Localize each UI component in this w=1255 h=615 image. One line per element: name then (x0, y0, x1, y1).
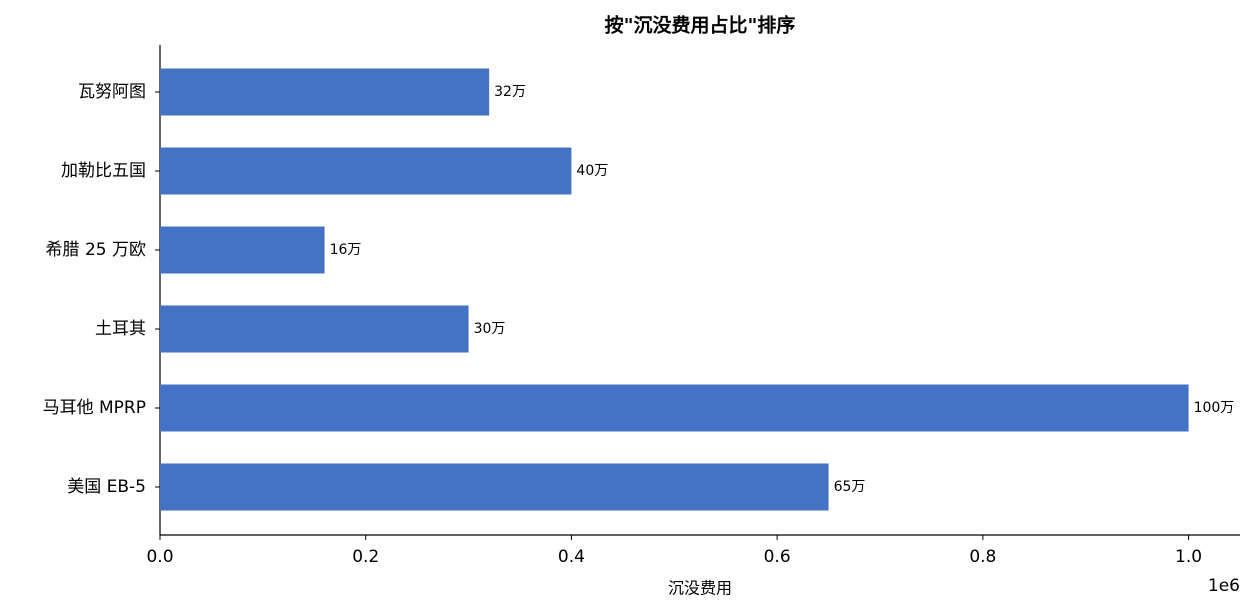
y-tick-label: 希腊 25 万欧 (46, 240, 146, 260)
value-label: 65万 (834, 479, 866, 495)
x-offset-label: 1e6 (1208, 576, 1240, 596)
x-tick-label: 0.4 (558, 547, 585, 567)
y-tick-label: 加勒比五国 (61, 161, 146, 181)
x-tick-label: 1.0 (1175, 547, 1202, 567)
x-axis-label: 沉没费用 (668, 579, 732, 598)
y-tick-label: 美国 EB-5 (67, 477, 146, 497)
y-tick-label: 土耳其 (95, 319, 146, 339)
y-tick-label: 瓦努阿图 (78, 82, 146, 102)
x-tick-label: 0.8 (969, 547, 996, 567)
chart-title: 按"沉没费用占比"排序 (605, 14, 796, 37)
bar (160, 68, 490, 116)
x-tick-label: 0.2 (352, 547, 379, 567)
x-tick-label: 0.6 (764, 547, 791, 567)
bar (160, 226, 325, 274)
bar (160, 305, 469, 353)
value-label: 100万 (1194, 400, 1235, 416)
bar (160, 384, 1189, 432)
value-label: 30万 (474, 321, 506, 337)
bar (160, 147, 572, 195)
value-label: 16万 (330, 242, 362, 258)
value-label: 40万 (576, 163, 608, 179)
x-tick-label: 0.0 (146, 547, 173, 567)
bar (160, 463, 829, 511)
value-label: 32万 (494, 84, 526, 100)
y-tick-label: 马耳他 MPRP (43, 398, 146, 418)
